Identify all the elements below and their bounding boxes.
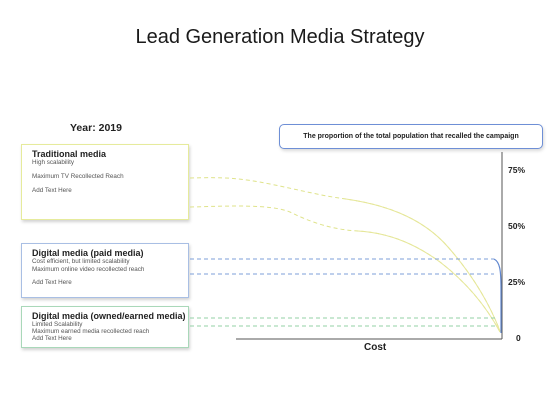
owned-earned-media-line-3: Add Text Here [32,335,72,342]
traditional-curve-bottom [357,230,501,333]
y-tick-25: 25% [508,277,526,287]
paid-media-line-2: Maximum online video recollected reach [32,265,145,273]
paid-media-card: Digital media (paid media) Cost efficien… [21,243,189,298]
recall-callout: The proportion of the total population t… [279,124,543,149]
owned-earned-media-card: Digital media (owned/earned media) Limit… [21,306,189,348]
owned-earned-media-heading: Digital media (owned/earned media) [32,311,186,321]
paid-media-line-3: Add Text Here [32,279,72,286]
paid-curve [493,258,502,333]
owned-earned-media-line-1: Limited Scalability [32,321,83,328]
year-label: Year: 2019 [70,122,122,134]
traditional-connector-top [189,177,501,332]
owned-earned-media-line-2: Maximum earned media recollected reach [32,328,150,335]
y-tick-50: 50% [508,221,526,231]
traditional-media-card: Traditional media High scalability Maxim… [21,144,189,220]
paid-media-line-1: Cost efficient, but limited scalability [32,258,130,265]
page-title: Lead Generation Media Strategy [135,26,425,48]
y-tick-0: 0 [516,333,521,343]
paid-media-heading: Digital media (paid media) [32,248,144,258]
traditional-curve-top [345,198,501,332]
traditional-media-heading: Traditional media [32,149,107,159]
traditional-media-line-1: High scalability [32,159,74,166]
y-tick-75: 75% [508,165,526,175]
traditional-media-line-3: Add Text Here [32,187,72,194]
traditional-media-line-2: Maximum TV Recollected Reach [32,173,124,180]
x-axis-label: Cost [364,342,387,353]
traditional-connector-bottom [189,205,501,333]
